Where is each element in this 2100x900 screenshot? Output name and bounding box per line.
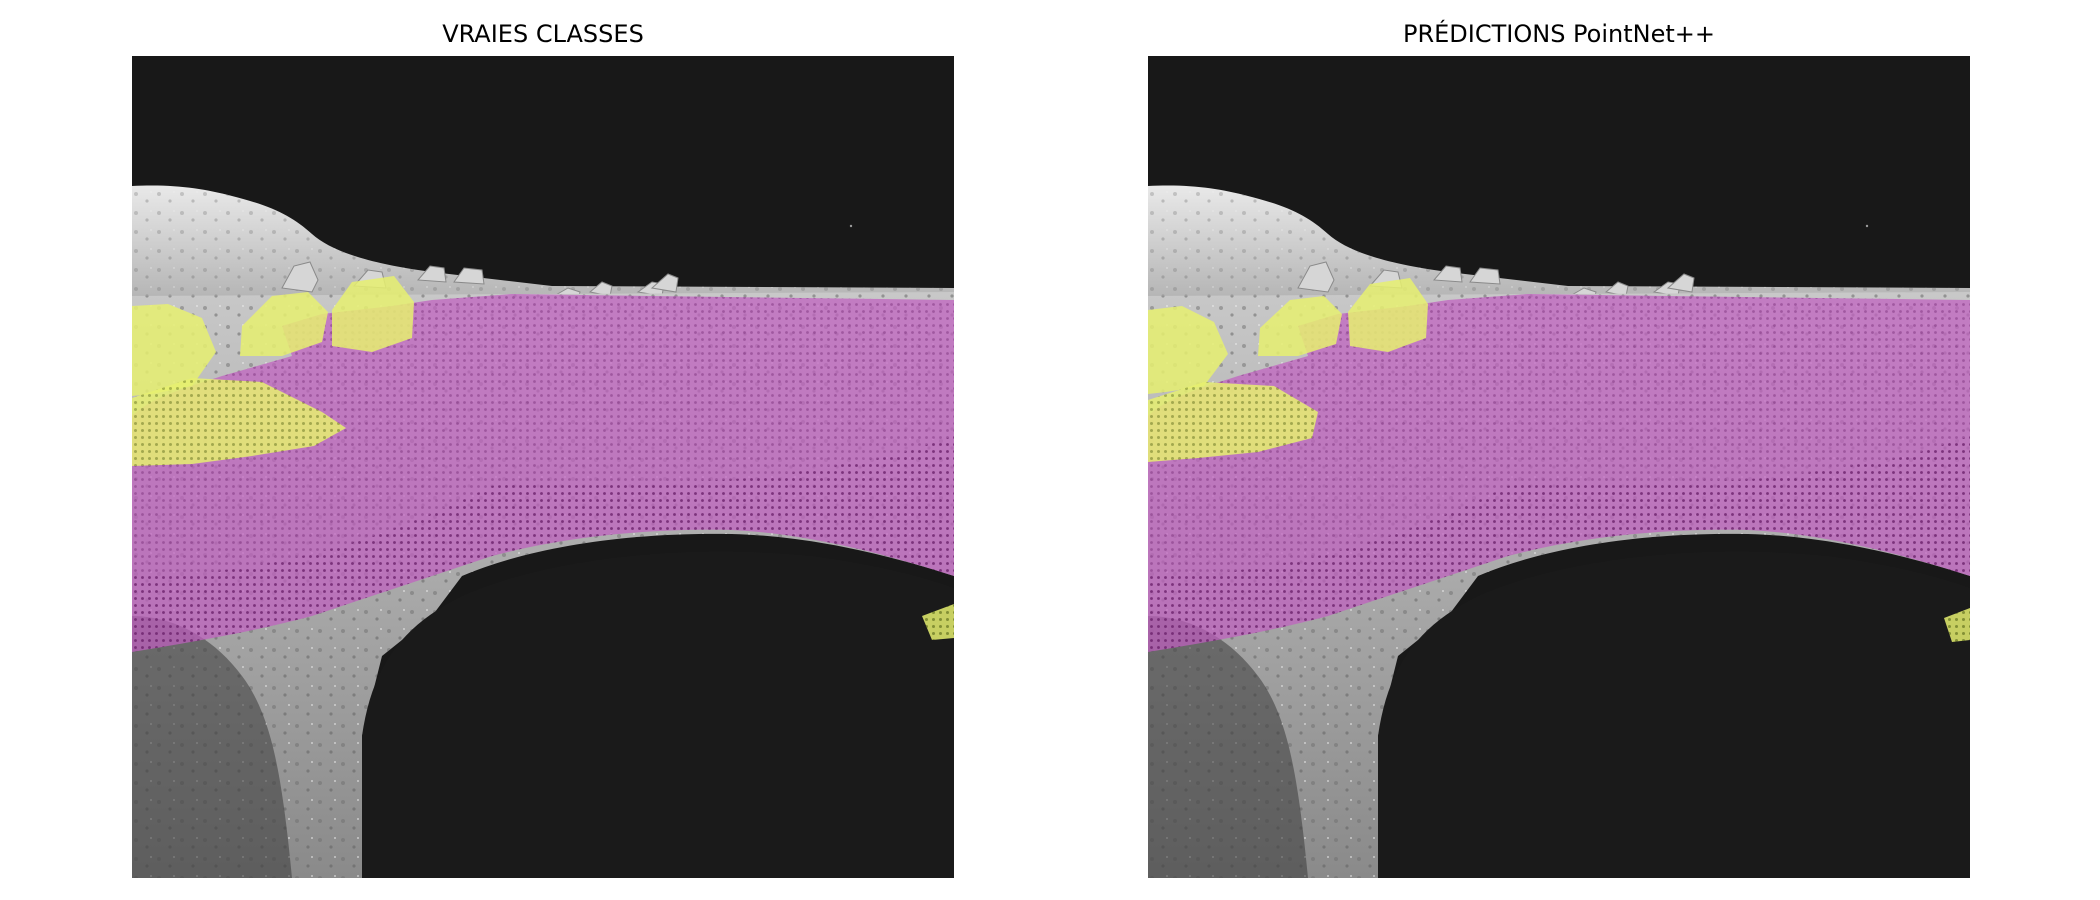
prediction-panel: PRÉDICTIONS PointNet++ — [1148, 0, 1970, 900]
foreground-shadow — [362, 551, 954, 878]
panel-title: VRAIES CLASSES — [442, 20, 644, 48]
foreground-shadow — [1378, 551, 1970, 878]
rock-mask — [1148, 278, 1970, 642]
ground-truth-panel: VRAIES CLASSES — [132, 0, 954, 900]
panel-title: PRÉDICTIONS PointNet++ — [1402, 20, 1715, 48]
star — [849, 224, 853, 228]
star — [1865, 224, 1869, 228]
rock-mask — [132, 276, 954, 640]
prediction-scene — [1148, 56, 1970, 878]
ground-truth-scene — [132, 56, 954, 878]
